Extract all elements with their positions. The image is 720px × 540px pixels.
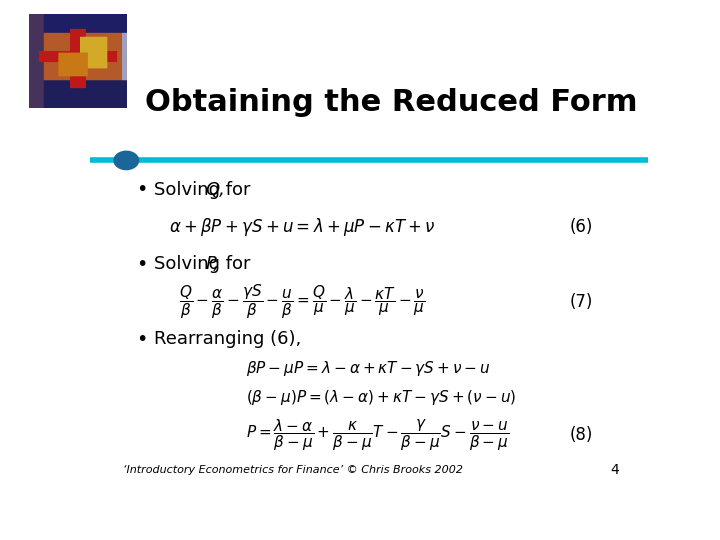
Text: •: • bbox=[136, 330, 148, 349]
Text: $P = \dfrac{\lambda - \alpha}{\beta - \mu} + \dfrac{\kappa}{\beta - \mu}T - \dfr: $P = \dfrac{\lambda - \alpha}{\beta - \m… bbox=[246, 417, 510, 453]
Text: Q,: Q, bbox=[205, 180, 225, 199]
Text: Rearranging (6),: Rearranging (6), bbox=[154, 330, 302, 348]
Text: $(\beta - \mu)P = (\lambda - \alpha) + \kappa T - \gamma S + (\nu - u)$: $(\beta - \mu)P = (\lambda - \alpha) + \… bbox=[246, 388, 516, 407]
Text: 4: 4 bbox=[610, 463, 619, 477]
Text: Obtaining the Reduced Form: Obtaining the Reduced Form bbox=[145, 87, 638, 117]
Text: ‘Introductory Econometrics for Finance’ © Chris Brooks 2002: ‘Introductory Econometrics for Finance’ … bbox=[124, 465, 464, 475]
Text: (6): (6) bbox=[570, 218, 593, 236]
Text: $\alpha + \beta P + \gamma S + u = \lambda + \mu P - \kappa T + \nu$: $\alpha + \beta P + \gamma S + u = \lamb… bbox=[168, 216, 436, 238]
Text: P,: P, bbox=[205, 255, 220, 273]
Text: $\dfrac{Q}{\beta} - \dfrac{\alpha}{\beta} - \dfrac{\gamma S}{\beta} - \dfrac{u}{: $\dfrac{Q}{\beta} - \dfrac{\alpha}{\beta… bbox=[179, 282, 426, 321]
Circle shape bbox=[114, 151, 138, 170]
Text: (7): (7) bbox=[570, 293, 593, 311]
Text: Solving for: Solving for bbox=[154, 255, 256, 273]
Text: •: • bbox=[136, 255, 148, 274]
Text: •: • bbox=[136, 180, 148, 199]
Text: $\beta P - \mu P = \lambda - \alpha + \kappa T - \gamma S + \nu - u$: $\beta P - \mu P = \lambda - \alpha + \k… bbox=[246, 359, 491, 378]
Text: (8): (8) bbox=[570, 426, 593, 444]
Text: Solving for: Solving for bbox=[154, 180, 256, 199]
